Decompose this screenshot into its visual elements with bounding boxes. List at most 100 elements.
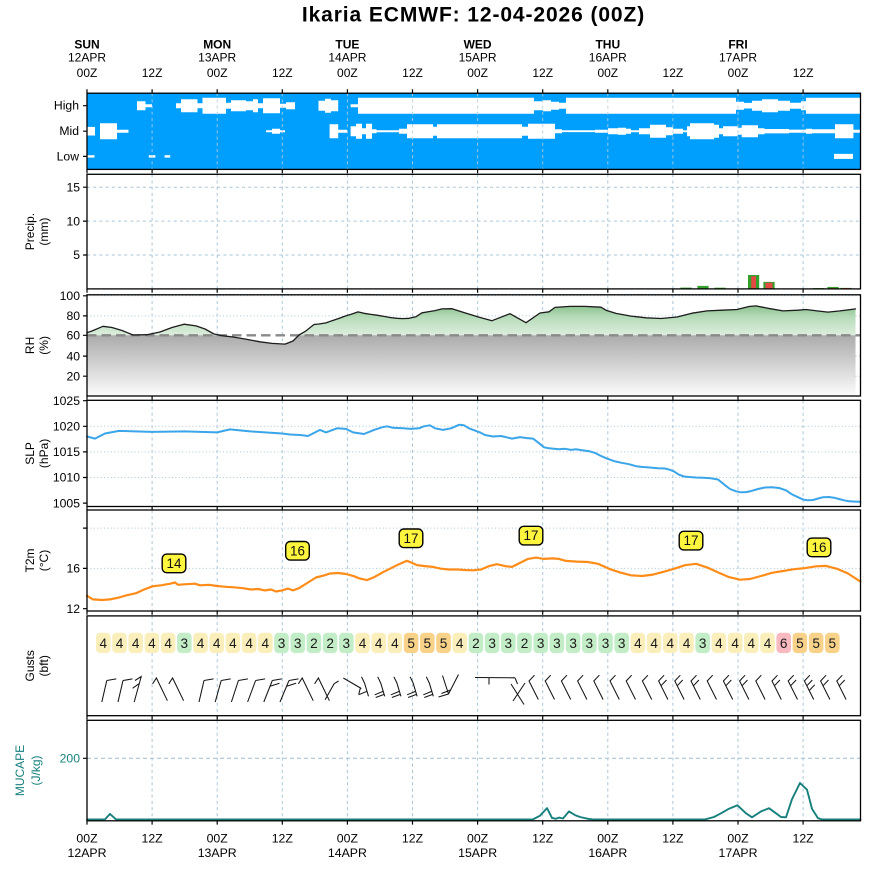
- svg-text:1005: 1005: [53, 496, 80, 510]
- svg-text:00Z: 00Z: [597, 66, 618, 80]
- svg-text:4: 4: [764, 636, 772, 651]
- svg-text:3: 3: [586, 636, 594, 651]
- svg-text:(mm): (mm): [37, 218, 51, 246]
- svg-text:4: 4: [715, 636, 723, 651]
- svg-text:5: 5: [796, 636, 804, 651]
- svg-text:3: 3: [618, 636, 626, 651]
- svg-text:12Z: 12Z: [402, 66, 423, 80]
- svg-text:MON: MON: [203, 38, 231, 52]
- svg-text:12Z: 12Z: [142, 66, 163, 80]
- svg-text:00Z: 00Z: [207, 66, 228, 80]
- svg-text:100: 100: [60, 289, 81, 303]
- svg-text:5: 5: [73, 248, 80, 262]
- svg-text:12Z: 12Z: [792, 832, 814, 846]
- svg-text:4: 4: [634, 636, 642, 651]
- svg-text:3: 3: [537, 636, 545, 651]
- svg-text:THU: THU: [595, 38, 620, 52]
- svg-text:4: 4: [456, 636, 464, 651]
- svg-text:15APR: 15APR: [459, 51, 497, 65]
- svg-text:3: 3: [294, 636, 302, 651]
- svg-text:Ikaria ECMWF: 12-04-2026 (00Z): Ikaria ECMWF: 12-04-2026 (00Z): [302, 4, 645, 27]
- svg-text:3: 3: [569, 636, 577, 651]
- svg-text:12Z: 12Z: [663, 66, 684, 80]
- svg-text:4: 4: [245, 636, 253, 651]
- svg-text:12Z: 12Z: [793, 66, 814, 80]
- svg-text:2: 2: [310, 636, 318, 651]
- svg-text:(hPa): (hPa): [37, 439, 51, 468]
- svg-text:3: 3: [505, 636, 513, 651]
- svg-text:14: 14: [167, 556, 182, 571]
- svg-text:5: 5: [812, 636, 820, 651]
- svg-text:00Z: 00Z: [77, 66, 98, 80]
- svg-text:3: 3: [602, 636, 610, 651]
- svg-text:Gusts: Gusts: [23, 650, 37, 681]
- svg-text:12Z: 12Z: [662, 832, 684, 846]
- svg-text:MUCAPE: MUCAPE: [13, 745, 27, 796]
- svg-text:40: 40: [66, 349, 80, 363]
- svg-text:16APR: 16APR: [588, 846, 627, 860]
- svg-text:14APR: 14APR: [328, 51, 366, 65]
- svg-text:3: 3: [699, 636, 707, 651]
- svg-text:12Z: 12Z: [532, 832, 554, 846]
- svg-text:13APR: 13APR: [198, 51, 236, 65]
- svg-text:20: 20: [66, 369, 80, 383]
- svg-text:5: 5: [440, 636, 448, 651]
- svg-text:16APR: 16APR: [589, 51, 627, 65]
- svg-text:4: 4: [132, 636, 140, 651]
- svg-text:200: 200: [60, 752, 81, 766]
- svg-text:00Z: 00Z: [467, 66, 488, 80]
- svg-text:60: 60: [66, 329, 80, 343]
- svg-text:3: 3: [553, 636, 561, 651]
- svg-text:(%): (%): [37, 336, 51, 355]
- svg-text:80: 80: [66, 309, 80, 323]
- svg-text:1015: 1015: [53, 445, 80, 459]
- svg-text:12: 12: [66, 602, 80, 616]
- svg-text:00Z: 00Z: [727, 832, 749, 846]
- svg-text:4: 4: [391, 636, 399, 651]
- svg-text:RH: RH: [23, 337, 37, 354]
- svg-text:4: 4: [213, 636, 221, 651]
- svg-text:Mid: Mid: [59, 124, 79, 138]
- svg-text:4: 4: [100, 636, 108, 651]
- svg-text:15: 15: [66, 180, 80, 194]
- svg-text:(bft): (bft): [37, 655, 51, 676]
- svg-text:12Z: 12Z: [532, 66, 553, 80]
- svg-text:3: 3: [343, 636, 351, 651]
- svg-text:00Z: 00Z: [467, 832, 489, 846]
- svg-text:14APR: 14APR: [328, 846, 367, 860]
- svg-text:4: 4: [667, 636, 675, 651]
- svg-text:17APR: 17APR: [719, 51, 757, 65]
- svg-text:16: 16: [66, 562, 80, 576]
- svg-text:17APR: 17APR: [719, 846, 758, 860]
- svg-text:17: 17: [404, 531, 419, 546]
- svg-text:4: 4: [359, 636, 367, 651]
- svg-text:4: 4: [375, 636, 383, 651]
- svg-text:00Z: 00Z: [597, 832, 619, 846]
- svg-text:16: 16: [290, 543, 305, 558]
- svg-text:12APR: 12APR: [68, 51, 106, 65]
- svg-text:12Z: 12Z: [272, 66, 293, 80]
- svg-text:4: 4: [731, 636, 739, 651]
- svg-text:12Z: 12Z: [141, 832, 163, 846]
- svg-text:SLP: SLP: [23, 442, 37, 465]
- svg-text:T2m: T2m: [23, 548, 37, 572]
- svg-text:4: 4: [229, 636, 237, 651]
- svg-text:15APR: 15APR: [458, 846, 497, 860]
- svg-text:1025: 1025: [53, 394, 80, 408]
- svg-text:4: 4: [148, 636, 156, 651]
- svg-text:3: 3: [278, 636, 286, 651]
- svg-text:12Z: 12Z: [272, 832, 294, 846]
- svg-text:4: 4: [650, 636, 658, 651]
- svg-text:00Z: 00Z: [728, 66, 749, 80]
- svg-text:4: 4: [748, 636, 756, 651]
- svg-text:1010: 1010: [53, 471, 80, 485]
- svg-text:2: 2: [472, 636, 480, 651]
- svg-text:TUE: TUE: [335, 38, 359, 52]
- svg-text:00Z: 00Z: [337, 66, 358, 80]
- svg-text:12Z: 12Z: [402, 832, 424, 846]
- svg-text:Precip.: Precip.: [23, 213, 37, 250]
- svg-text:4: 4: [164, 636, 172, 651]
- svg-text:5: 5: [829, 636, 837, 651]
- svg-text:FRI: FRI: [728, 38, 747, 52]
- svg-text:2: 2: [326, 636, 334, 651]
